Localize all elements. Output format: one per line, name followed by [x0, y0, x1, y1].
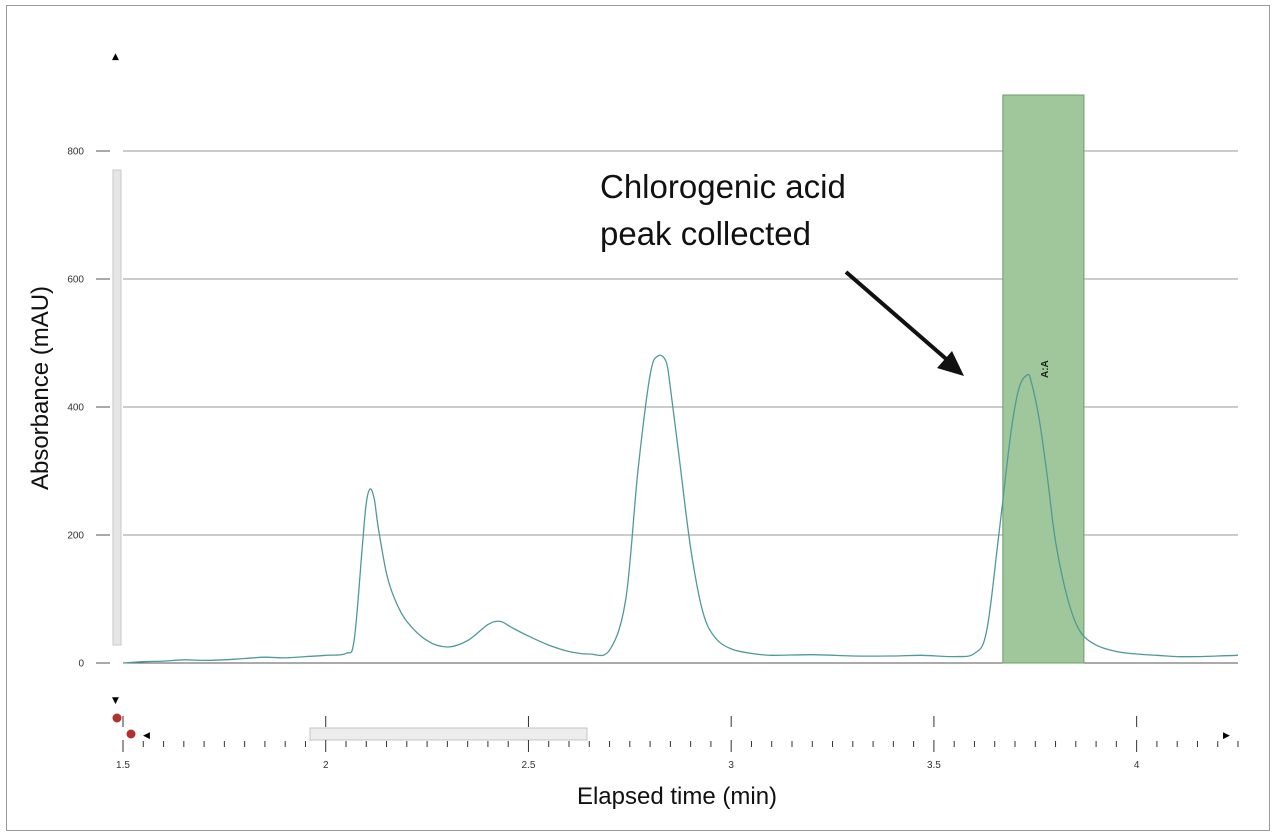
x-tick-label: 1.5	[116, 760, 130, 771]
fraction-box	[1002, 94, 1085, 664]
x-tick-label: 2.5	[522, 760, 536, 771]
y-scroll-down-icon[interactable]: ▼	[112, 696, 119, 706]
fraction-layer	[1002, 94, 1085, 664]
x-scroll-right-icon[interactable]: ▶	[1223, 731, 1230, 741]
y-tick-label: 800	[67, 147, 84, 158]
x-tick-label: 2	[323, 760, 329, 771]
x-axis-title: Elapsed time (min)	[577, 783, 777, 810]
x-tick-label: 3	[728, 760, 734, 771]
y-tick-label: 600	[67, 275, 84, 286]
x-scrollbar-thumb[interactable]	[309, 727, 588, 741]
y-tick-label: 200	[67, 531, 84, 542]
annotation-arrow-shaft	[844, 270, 954, 366]
marker-dot-icon[interactable]	[112, 713, 122, 723]
annotation-line-1: Chlorogenic acid	[600, 168, 846, 205]
series-line	[122, 354, 1239, 664]
x-tick-label: 4	[1134, 760, 1140, 771]
y-scroll-up-icon[interactable]: ▲	[112, 52, 119, 62]
y-scrollbar-track[interactable]	[112, 169, 122, 646]
x-tick-label: 3.5	[927, 760, 941, 771]
y-tick-label: 400	[67, 403, 84, 414]
y-axis-title: Absorbance (mAU)	[27, 286, 54, 490]
x-axis: 1.5 2 2.5 3 3.5 4	[116, 716, 1239, 771]
y-axis: 0 200 400 600 800	[67, 147, 110, 670]
y-tick-label: 0	[78, 659, 84, 670]
x-scroll-left-icon[interactable]: ◀	[143, 731, 150, 741]
series-layer	[122, 354, 1239, 664]
fraction-label: A:A	[1040, 360, 1051, 378]
marker-dot-icon[interactable]	[126, 729, 136, 739]
annotation-line-2: peak collected	[600, 215, 811, 252]
annotation-arrow-head	[937, 351, 964, 376]
